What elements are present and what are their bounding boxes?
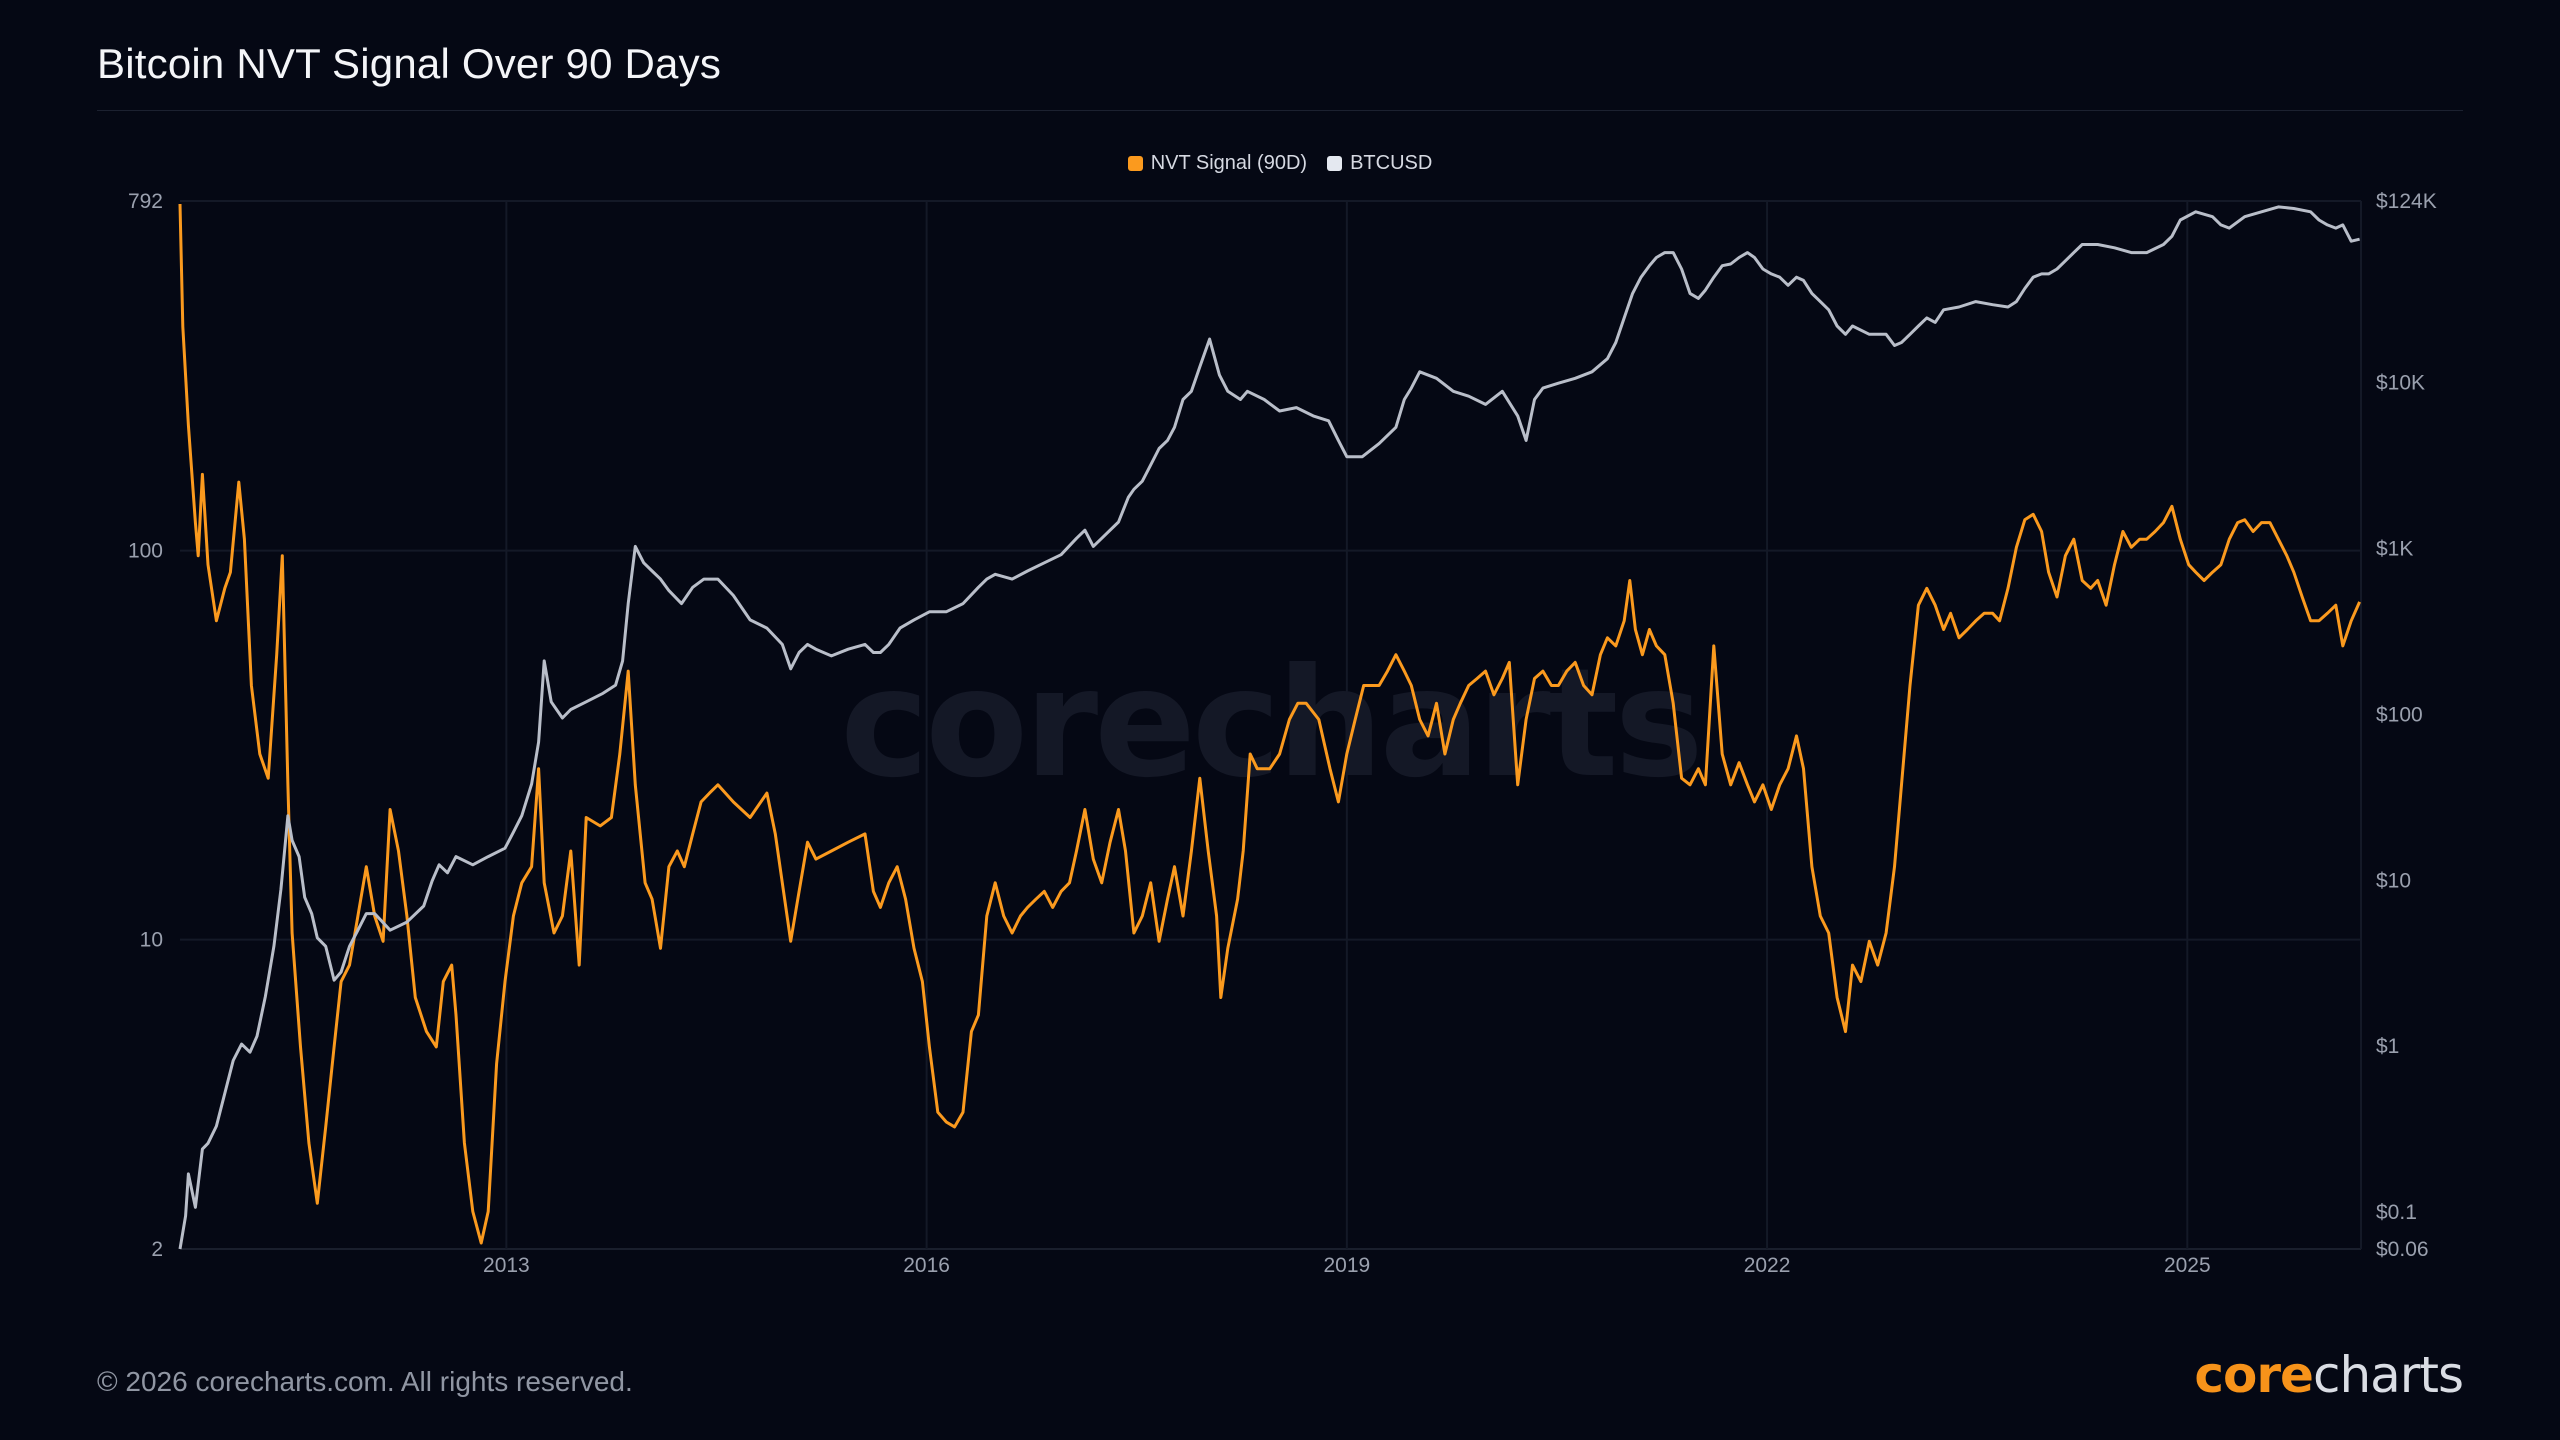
legend-label-btcusd: BTCUSD (1350, 152, 1433, 174)
legend-swatch-btcusd (1327, 156, 1343, 171)
series-layer (178, 203, 2361, 1250)
y-right-tick-label: $10K (2376, 371, 2425, 394)
y-right-tick-label: $10 (2376, 869, 2411, 892)
y-right-tick-label: $1K (2376, 537, 2413, 560)
title-divider (97, 110, 2463, 111)
watermark: corecharts (840, 637, 1700, 811)
x-axis: 2013 2016 2019 2022 2025 (483, 1254, 2211, 1277)
y-axis-right: $124K $10K $1K $100 $10 $1 $0.1 $0.06 (2376, 190, 2437, 1261)
brand-logo[interactable]: corecharts (2194, 1346, 2464, 1404)
legend-label-nvt: NVT Signal (90D) (1150, 152, 1308, 174)
y-left-tick-label: 10 (140, 929, 163, 952)
chart-title: Bitcoin NVT Signal Over 90 Days (97, 40, 722, 87)
y-right-tick-label: $1 (2376, 1035, 2399, 1058)
nvt-signal-line (178, 203, 2361, 1245)
y-left-tick-label: 792 (128, 190, 163, 213)
y-right-tick-label: $0.06 (2376, 1238, 2429, 1261)
x-tick-label: 2019 (1323, 1254, 1370, 1277)
btcusd-line (178, 205, 2360, 1250)
x-tick-label: 2022 (1744, 1254, 1791, 1277)
y-axis-left: 792 100 10 2 (128, 190, 163, 1261)
y-left-tick-label: 2 (151, 1238, 163, 1261)
x-tick-label: 2013 (483, 1254, 530, 1277)
y-right-tick-label: $0.1 (2376, 1201, 2417, 1224)
x-tick-label: 2016 (903, 1254, 950, 1277)
legend-item-btcusd[interactable]: BTCUSD (1327, 152, 1432, 175)
legend-item-nvt[interactable]: NVT Signal (90D) (1127, 152, 1308, 175)
y-right-tick-label: $124K (2376, 190, 2437, 213)
brand-logo-charts: charts (2312, 1346, 2464, 1404)
brand-logo-core: core (2194, 1346, 2314, 1404)
y-left-tick-label: 100 (128, 540, 163, 563)
x-tick-label: 2025 (2164, 1254, 2211, 1277)
legend-swatch-nvt (1127, 156, 1143, 171)
copyright-text: © 2026 corecharts.com. All rights reserv… (97, 1366, 633, 1397)
y-right-tick-label: $100 (2376, 703, 2423, 726)
chart-legend: NVT Signal (90D) BTCUSD (0, 152, 2560, 175)
grid-lines (180, 200, 2362, 1250)
